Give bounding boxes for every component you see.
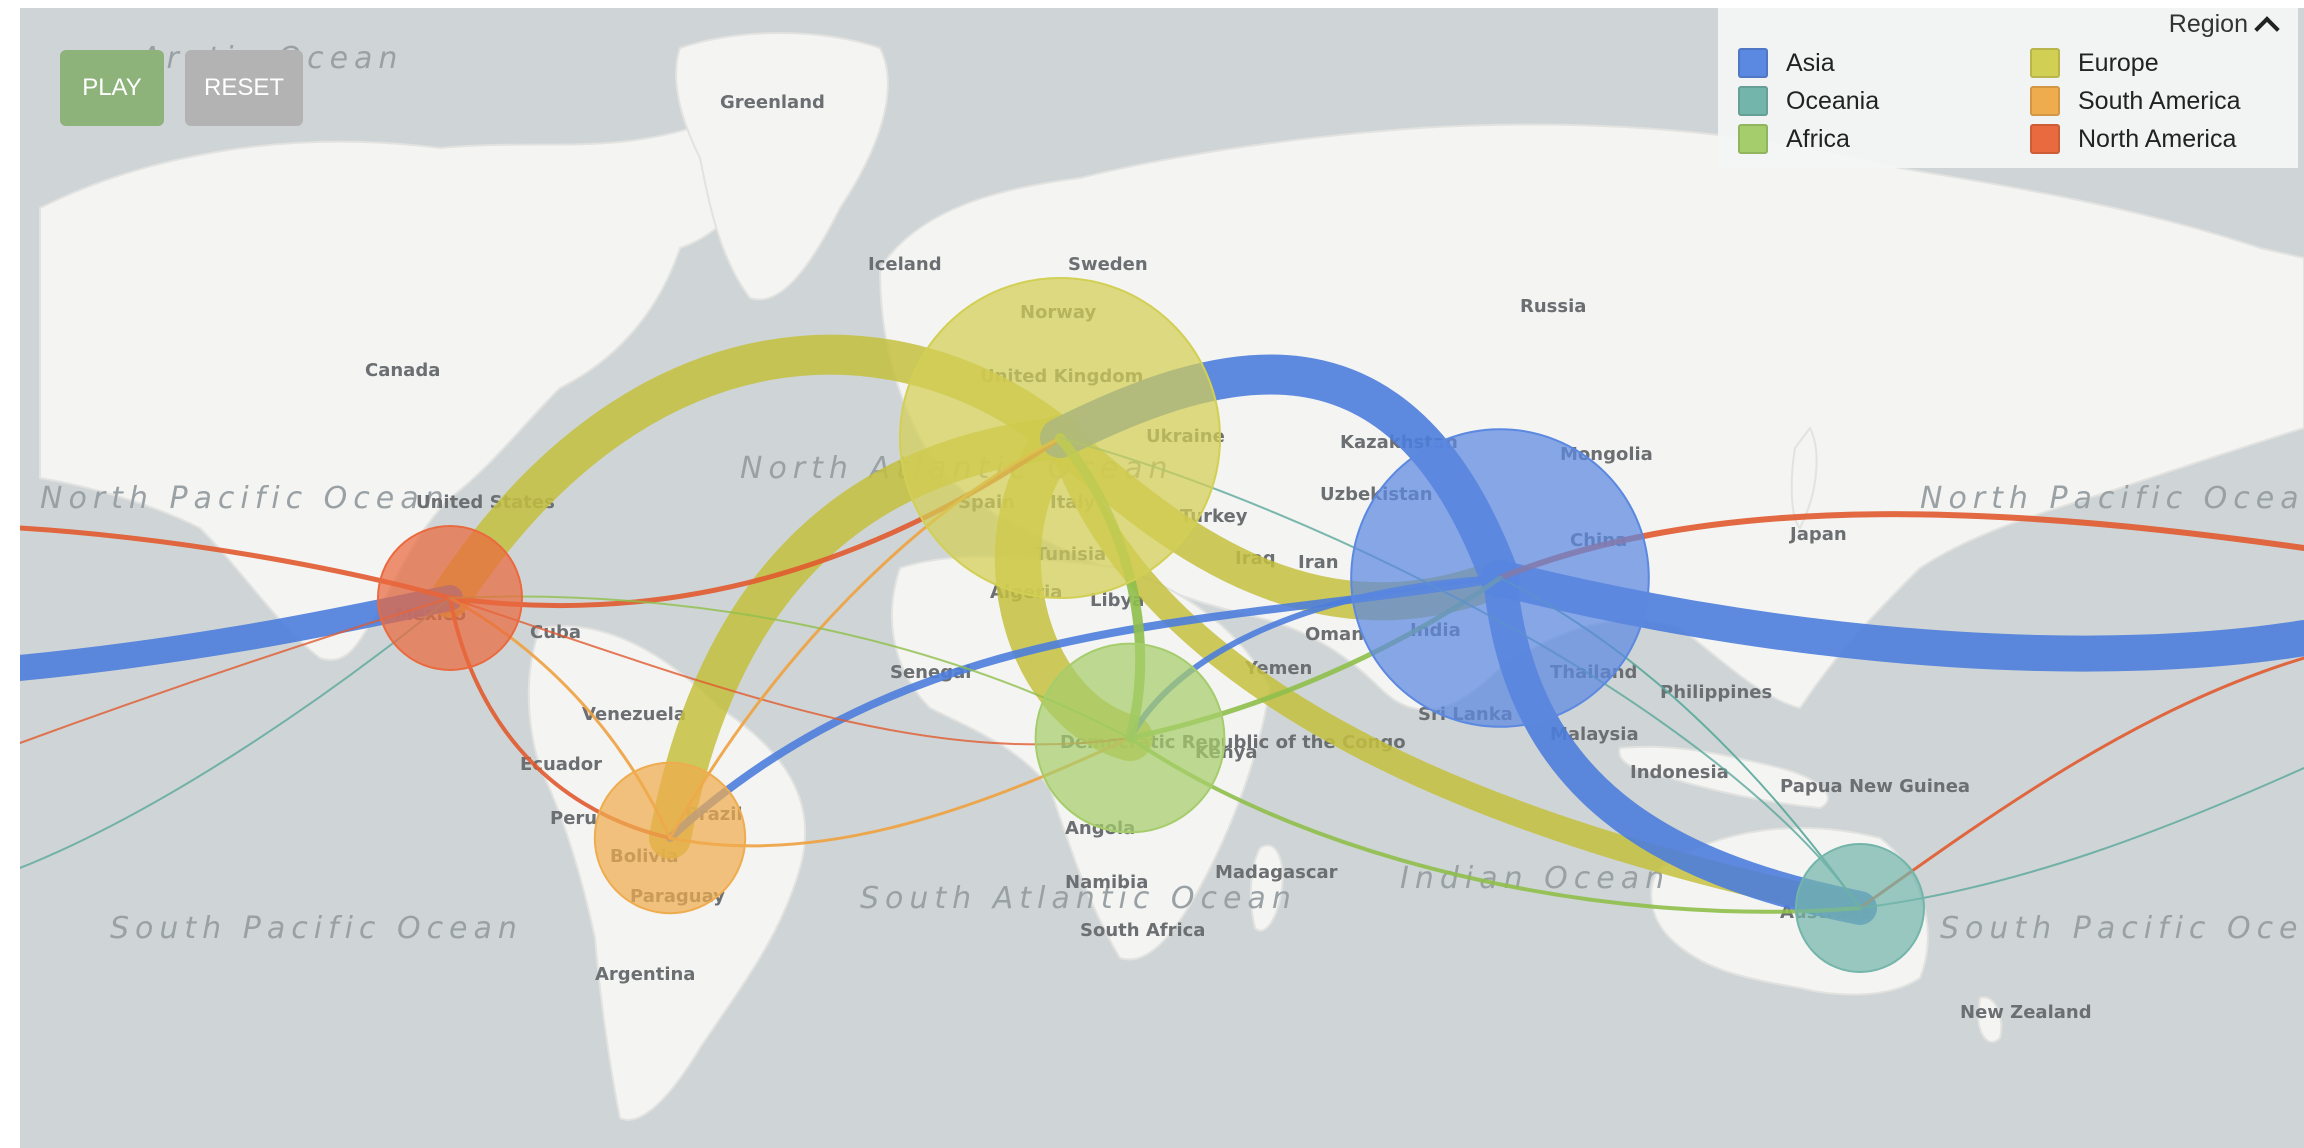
legend-item-africa[interactable]: Africa xyxy=(1738,124,1850,154)
landmass-madagascar xyxy=(1249,844,1284,932)
landmass-greenland xyxy=(675,32,889,301)
place-label: Madagascar xyxy=(1215,862,1338,883)
legend-swatch xyxy=(2030,86,2060,116)
ocean-label: South Pacific Ocean xyxy=(1940,911,2304,946)
place-label: Peru xyxy=(550,808,597,829)
place-label: Iceland xyxy=(868,254,942,275)
legend-label: Africa xyxy=(1786,124,1850,153)
place-label: Canada xyxy=(365,360,440,381)
reset-button[interactable]: RESET xyxy=(185,50,303,126)
ocean-labels: North Pacific Ocean North Atlantic Ocean… xyxy=(40,41,2304,946)
landmass-north-america xyxy=(39,116,751,661)
place-label: Oman xyxy=(1305,624,1364,645)
region-node-south-america[interactable] xyxy=(593,761,747,915)
place-label: Russia xyxy=(1520,296,1586,317)
place-label: Venezuela xyxy=(582,704,686,725)
place-label: Iran xyxy=(1298,552,1339,573)
legend-item-asia[interactable]: Asia xyxy=(1738,48,1835,78)
flow-africa-oceania xyxy=(1128,736,1862,914)
legend-label: Europe xyxy=(2078,48,2159,77)
ocean-label: South Pacific Ocean xyxy=(110,911,523,946)
flow-africa-north-america xyxy=(449,595,1131,739)
ocean-label: North Pacific Ocean xyxy=(40,481,450,516)
place-label: Namibia xyxy=(1065,872,1148,893)
flow-oceania-east xyxy=(1859,767,2304,909)
migration-map[interactable]: North Pacific Ocean North Atlantic Ocean… xyxy=(20,8,2304,1148)
place-label: Indonesia xyxy=(1630,762,1729,783)
region-node-asia[interactable] xyxy=(1350,428,1650,728)
place-label: New Zealand xyxy=(1960,1002,2092,1023)
landmass-new-zealand xyxy=(1976,996,2003,1043)
legend-item-oceania[interactable]: Oceania xyxy=(1738,86,1879,116)
legend-toggle[interactable]: Region xyxy=(2168,10,2280,42)
legend-label: North America xyxy=(2078,124,2237,153)
legend-swatch xyxy=(2030,48,2060,78)
region-node-europe[interactable] xyxy=(899,277,1221,599)
region-node-oceania[interactable] xyxy=(1795,843,1925,973)
chevron-up-icon xyxy=(2254,15,2280,42)
legend-item-north-america[interactable]: North America xyxy=(2030,124,2236,154)
legend-label: Oceania xyxy=(1786,86,1880,115)
legend-item-south-america[interactable]: South America xyxy=(2030,86,2241,116)
legend-item-europe[interactable]: Europe xyxy=(2030,48,2159,78)
place-label: Philippines xyxy=(1660,682,1772,703)
play-button[interactable]: PLAY xyxy=(60,50,164,126)
legend-swatch xyxy=(1738,86,1768,116)
place-label: Papua New Guinea xyxy=(1780,776,1970,797)
map-canvas[interactable]: North Pacific Ocean North Atlantic Ocean… xyxy=(20,8,2304,1148)
flow-north-america-oceania xyxy=(1858,656,2304,910)
place-label: South Africa xyxy=(1080,920,1205,941)
place-label: Greenland xyxy=(720,92,825,113)
place-label: Sweden xyxy=(1068,254,1148,275)
region-nodes[interactable] xyxy=(377,277,1925,973)
region-legend: Region Asia Europe Oceania South America… xyxy=(1718,8,2298,168)
place-label: Japan xyxy=(1788,524,1847,545)
landmass-japan xyxy=(1790,426,1818,530)
legend-swatch xyxy=(2030,124,2060,154)
legend-swatch xyxy=(1738,124,1768,154)
legend-title: Region xyxy=(2168,10,2248,38)
region-node-north-america[interactable] xyxy=(377,525,523,671)
ocean-label: North Pacific Ocean xyxy=(1920,481,2304,516)
legend-swatch xyxy=(1738,48,1768,78)
ocean-label: South Atlantic Ocean xyxy=(860,881,1297,916)
legend-label: South America xyxy=(2078,86,2241,115)
legend-label: Asia xyxy=(1786,48,1835,77)
landmass-indonesia xyxy=(1618,745,1829,810)
region-node-africa[interactable] xyxy=(1034,642,1226,834)
place-label: Argentina xyxy=(595,964,695,985)
